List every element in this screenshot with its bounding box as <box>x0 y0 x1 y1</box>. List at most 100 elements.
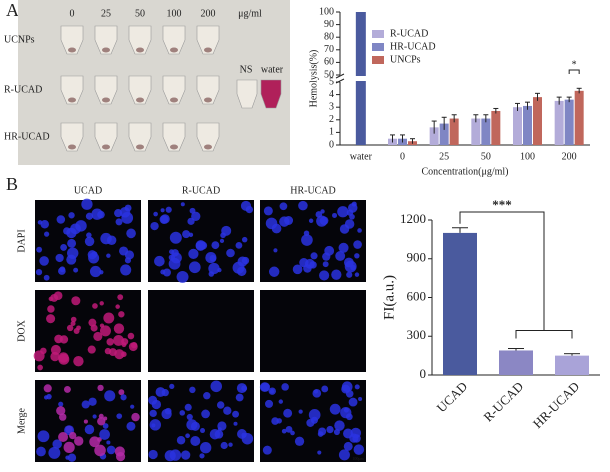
cell <box>241 385 248 392</box>
cell <box>50 294 59 302</box>
cell <box>283 408 293 418</box>
legend-swatch <box>372 30 384 38</box>
cell <box>191 211 201 221</box>
cell <box>298 200 308 211</box>
cell <box>104 390 116 402</box>
cell <box>118 311 125 318</box>
cell <box>188 248 199 259</box>
y-axis-title: Hemolysis(%) <box>308 50 319 108</box>
bar <box>491 110 501 145</box>
pellet <box>68 47 76 53</box>
cell <box>93 331 103 341</box>
cell <box>120 264 132 276</box>
cell <box>292 264 303 275</box>
cell <box>58 431 69 442</box>
cell <box>67 238 77 248</box>
bar <box>523 105 532 145</box>
tube <box>236 79 258 109</box>
cell <box>91 208 103 220</box>
cell <box>310 252 318 260</box>
cell <box>106 440 111 445</box>
cell <box>326 425 334 434</box>
y-tick-label: 2 <box>329 114 334 125</box>
cell <box>127 332 135 340</box>
y-tick-label: 0 <box>420 366 427 381</box>
bar <box>439 123 449 145</box>
y-tick-label: 60 <box>324 57 334 68</box>
cell <box>103 416 108 421</box>
cell <box>335 251 346 261</box>
cell <box>63 385 71 393</box>
cell <box>345 389 354 398</box>
bar <box>449 118 459 145</box>
cell <box>98 413 104 419</box>
cell <box>320 209 325 214</box>
cell <box>151 423 156 428</box>
cell <box>358 396 363 402</box>
extra-label: NS <box>240 64 253 75</box>
cell <box>148 449 158 460</box>
pellet <box>136 97 144 103</box>
cell <box>119 246 129 256</box>
x-tick-label: UCAD <box>434 379 471 416</box>
pellet <box>136 47 144 53</box>
cell <box>102 423 109 429</box>
y-tick-label: 1 <box>329 127 334 138</box>
cell <box>209 428 221 440</box>
tube <box>162 122 186 152</box>
cell <box>185 433 190 439</box>
cell <box>91 251 98 258</box>
y-tick-label: 5 <box>329 76 334 87</box>
tube <box>196 75 220 105</box>
cell <box>284 216 294 225</box>
cell <box>348 397 358 407</box>
panel-label: A <box>6 0 19 20</box>
cell <box>278 399 284 404</box>
cell <box>216 401 225 409</box>
concentration-label: 25 <box>101 8 111 19</box>
cell <box>190 421 200 431</box>
x-tick-label: 50 <box>481 151 491 162</box>
cell <box>357 228 362 233</box>
cell <box>115 304 120 309</box>
tube <box>128 75 152 105</box>
pellet <box>102 47 110 53</box>
y-axis-title: FI(a.u.) <box>381 275 397 320</box>
bar <box>513 107 522 145</box>
cell <box>339 224 350 234</box>
cell <box>74 436 84 446</box>
cell <box>236 266 247 277</box>
concentration-label: 100 <box>167 8 182 19</box>
pellet <box>204 47 212 53</box>
cell <box>54 334 63 344</box>
column-label: R-UCAD <box>182 185 220 196</box>
cell <box>97 384 104 392</box>
row-label: HR-UCAD <box>4 131 50 142</box>
bar <box>471 118 481 145</box>
cell <box>56 215 66 224</box>
cell <box>113 323 125 334</box>
micrograph <box>35 290 141 372</box>
cell <box>321 385 329 393</box>
cell <box>237 256 248 267</box>
row-label: Merge <box>16 407 27 433</box>
cell <box>40 347 47 355</box>
y-tick-label: 300 <box>407 327 427 342</box>
pellet <box>204 97 212 103</box>
cell <box>349 213 355 220</box>
x-tick-label: 100 <box>520 151 535 162</box>
cell <box>168 257 181 270</box>
cell <box>263 206 273 216</box>
cell <box>126 228 136 239</box>
cell <box>149 409 157 418</box>
significance: * <box>572 59 577 70</box>
cell <box>47 305 55 313</box>
y-tick-label: 1200 <box>400 211 426 226</box>
cell <box>103 312 115 324</box>
cell <box>99 270 104 275</box>
cell <box>150 221 159 231</box>
cell <box>171 249 179 257</box>
cell <box>58 353 70 365</box>
cell <box>188 261 201 274</box>
cell <box>208 271 215 277</box>
